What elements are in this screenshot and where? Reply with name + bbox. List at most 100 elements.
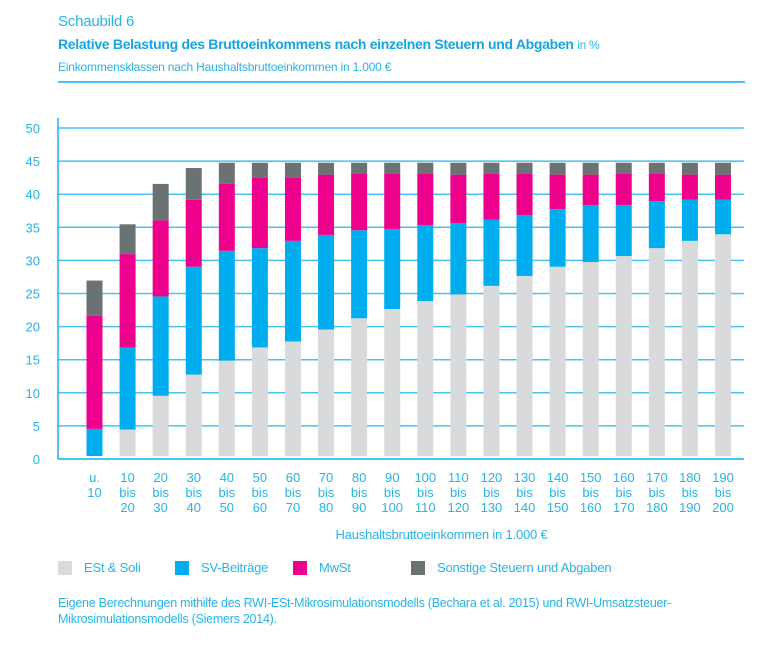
- bar-segment-sv-beitraege: [119, 347, 136, 430]
- x-tick-label-line: bis: [185, 485, 202, 500]
- bar-stack: [715, 162, 731, 456]
- figure-number: Schaubild 6: [58, 13, 135, 30]
- bar-segment-mwst: [483, 173, 500, 220]
- bar-segment-mwst: [318, 174, 335, 235]
- x-tick-label-line: bis: [252, 485, 269, 500]
- y-tick-label: 0: [33, 452, 40, 467]
- x-tick-label: 190 bis 200: [712, 470, 734, 515]
- bar-segment-sv-beitraege: [648, 201, 665, 249]
- x-tick-label: 160 bis 170: [613, 470, 635, 515]
- chart-subtitle: Einkommensklassen nach Haushaltsbruttoei…: [58, 60, 392, 74]
- x-tick-label: u. 10: [87, 470, 101, 500]
- x-tick-label-line: 50: [253, 470, 267, 485]
- header-divider: [58, 81, 745, 83]
- y-tick-label: 10: [26, 386, 40, 401]
- bar-segment-est-soli: [615, 256, 632, 456]
- bar-stack: [384, 162, 401, 456]
- bar-segment-sv-beitraege: [384, 228, 401, 310]
- bar-segment-sv-beitraege: [549, 209, 566, 267]
- bar-stack: [351, 162, 368, 456]
- bar-stack: [218, 162, 235, 456]
- bar-stack: [119, 224, 136, 456]
- bar-segment-sonstige: [351, 162, 368, 174]
- x-tick-label-line: 70: [286, 500, 300, 515]
- legend-swatch-sonstige: [411, 560, 425, 575]
- bar-segment-sonstige: [185, 168, 202, 200]
- y-axis-ticks: 0 5 10 15 20 25 30 35 40 45 50: [26, 121, 40, 467]
- x-tick-label-line: bis: [450, 485, 467, 500]
- x-tick-label-line: 180: [646, 500, 668, 515]
- bar-segment-mwst: [185, 199, 202, 267]
- bar-stack: [516, 162, 533, 456]
- bar-segment-sv-beitraege: [86, 428, 103, 456]
- x-tick-label-line: 200: [712, 500, 734, 515]
- y-tick-label: 45: [26, 154, 40, 169]
- bar-stack: [417, 162, 434, 456]
- bar-segment-mwst: [615, 173, 632, 206]
- x-tick-label-line: 160: [613, 470, 635, 485]
- x-tick-label: 40 bis 50: [219, 470, 236, 515]
- x-tick-label: 170 bis 180: [646, 470, 668, 515]
- legend-swatch-mwst: [293, 560, 307, 575]
- bar-stack: [549, 162, 566, 456]
- legend-swatch-sv-beitraege: [175, 560, 189, 575]
- bar-segment-sonstige: [681, 162, 698, 175]
- bar-segment-mwst: [384, 173, 401, 229]
- bar-segment-sonstige: [549, 162, 566, 175]
- x-tick-label-line: 120: [481, 470, 503, 485]
- legend-label: Sonstige Steuern und Abgaben: [437, 560, 612, 575]
- x-tick-label-line: bis: [582, 485, 599, 500]
- y-tick-label: 20: [26, 320, 40, 335]
- x-tick-label: 80 bis 90: [351, 470, 368, 515]
- bar-segment-sv-beitraege: [417, 224, 434, 302]
- x-tick-label-line: 190: [679, 500, 701, 515]
- x-tick-label: 70 bis 80: [318, 470, 335, 515]
- legend-item-sonstige: Sonstige Steuern und Abgaben: [411, 560, 612, 575]
- bar-segment-est-soli: [417, 301, 434, 456]
- bar-segment-est-soli: [351, 318, 368, 456]
- bar-segment-mwst: [152, 220, 169, 297]
- bar-segment-sv-beitraege: [185, 266, 202, 375]
- bar-segment-sonstige: [284, 162, 301, 178]
- x-tick-label: 50 bis 60: [252, 470, 269, 515]
- y-tick-label: 5: [33, 419, 40, 434]
- bar-segment-est-soli: [648, 248, 665, 456]
- bar-segment-est-soli: [185, 374, 202, 456]
- bar-segment-sv-beitraege: [318, 234, 335, 330]
- x-tick-label-line: 70: [319, 470, 333, 485]
- x-tick-label-line: bis: [119, 485, 136, 500]
- bar-segment-sv-beitraege: [615, 205, 632, 257]
- x-tick-label-line: 170: [646, 470, 668, 485]
- source-note: Eigene Berechnungen mithilfe des RWI-ESt…: [58, 596, 672, 626]
- x-tick-label-line: 50: [220, 500, 234, 515]
- x-tick-label-line: 140: [514, 500, 536, 515]
- bar-segment-mwst: [284, 177, 301, 241]
- y-tick-label: 50: [26, 121, 40, 136]
- x-tick-label-line: 150: [580, 470, 602, 485]
- x-tick-label-line: bis: [649, 485, 666, 500]
- x-tick-label-line: 40: [187, 500, 201, 515]
- bar-segment-sonstige: [615, 162, 632, 174]
- x-tick-label-line: bis: [516, 485, 533, 500]
- bar-stack: [185, 168, 202, 456]
- bar-segment-sonstige: [417, 162, 434, 174]
- bar-segment-sonstige: [119, 224, 136, 255]
- bar-segment-mwst: [582, 174, 599, 206]
- x-tick-label: 20 bis 30: [152, 470, 169, 515]
- x-tick-label-line: 30: [153, 500, 167, 515]
- bar-segment-sonstige: [218, 162, 235, 184]
- bar-segment-est-soli: [218, 360, 235, 456]
- x-tick-label-line: 140: [547, 470, 569, 485]
- legend-item-sv-beitraege: SV-Beiträge: [175, 560, 268, 575]
- x-tick-label: 100 bis 110: [414, 470, 436, 515]
- bar-segment-sonstige: [152, 183, 169, 221]
- x-tick-label-line: 180: [679, 470, 701, 485]
- bar-segment-mwst: [450, 174, 467, 223]
- chart-title: Relative Belastung des Bruttoeinkommens …: [58, 36, 600, 52]
- chart-title-text: Relative Belastung des Bruttoeinkommens …: [58, 36, 574, 52]
- x-tick-label-line: 20: [153, 470, 167, 485]
- bar-segment-sonstige: [450, 162, 467, 175]
- y-tick-label: 25: [26, 287, 40, 302]
- bar-segment-mwst: [648, 173, 665, 202]
- x-tick-label: 10 bis 20: [119, 470, 136, 515]
